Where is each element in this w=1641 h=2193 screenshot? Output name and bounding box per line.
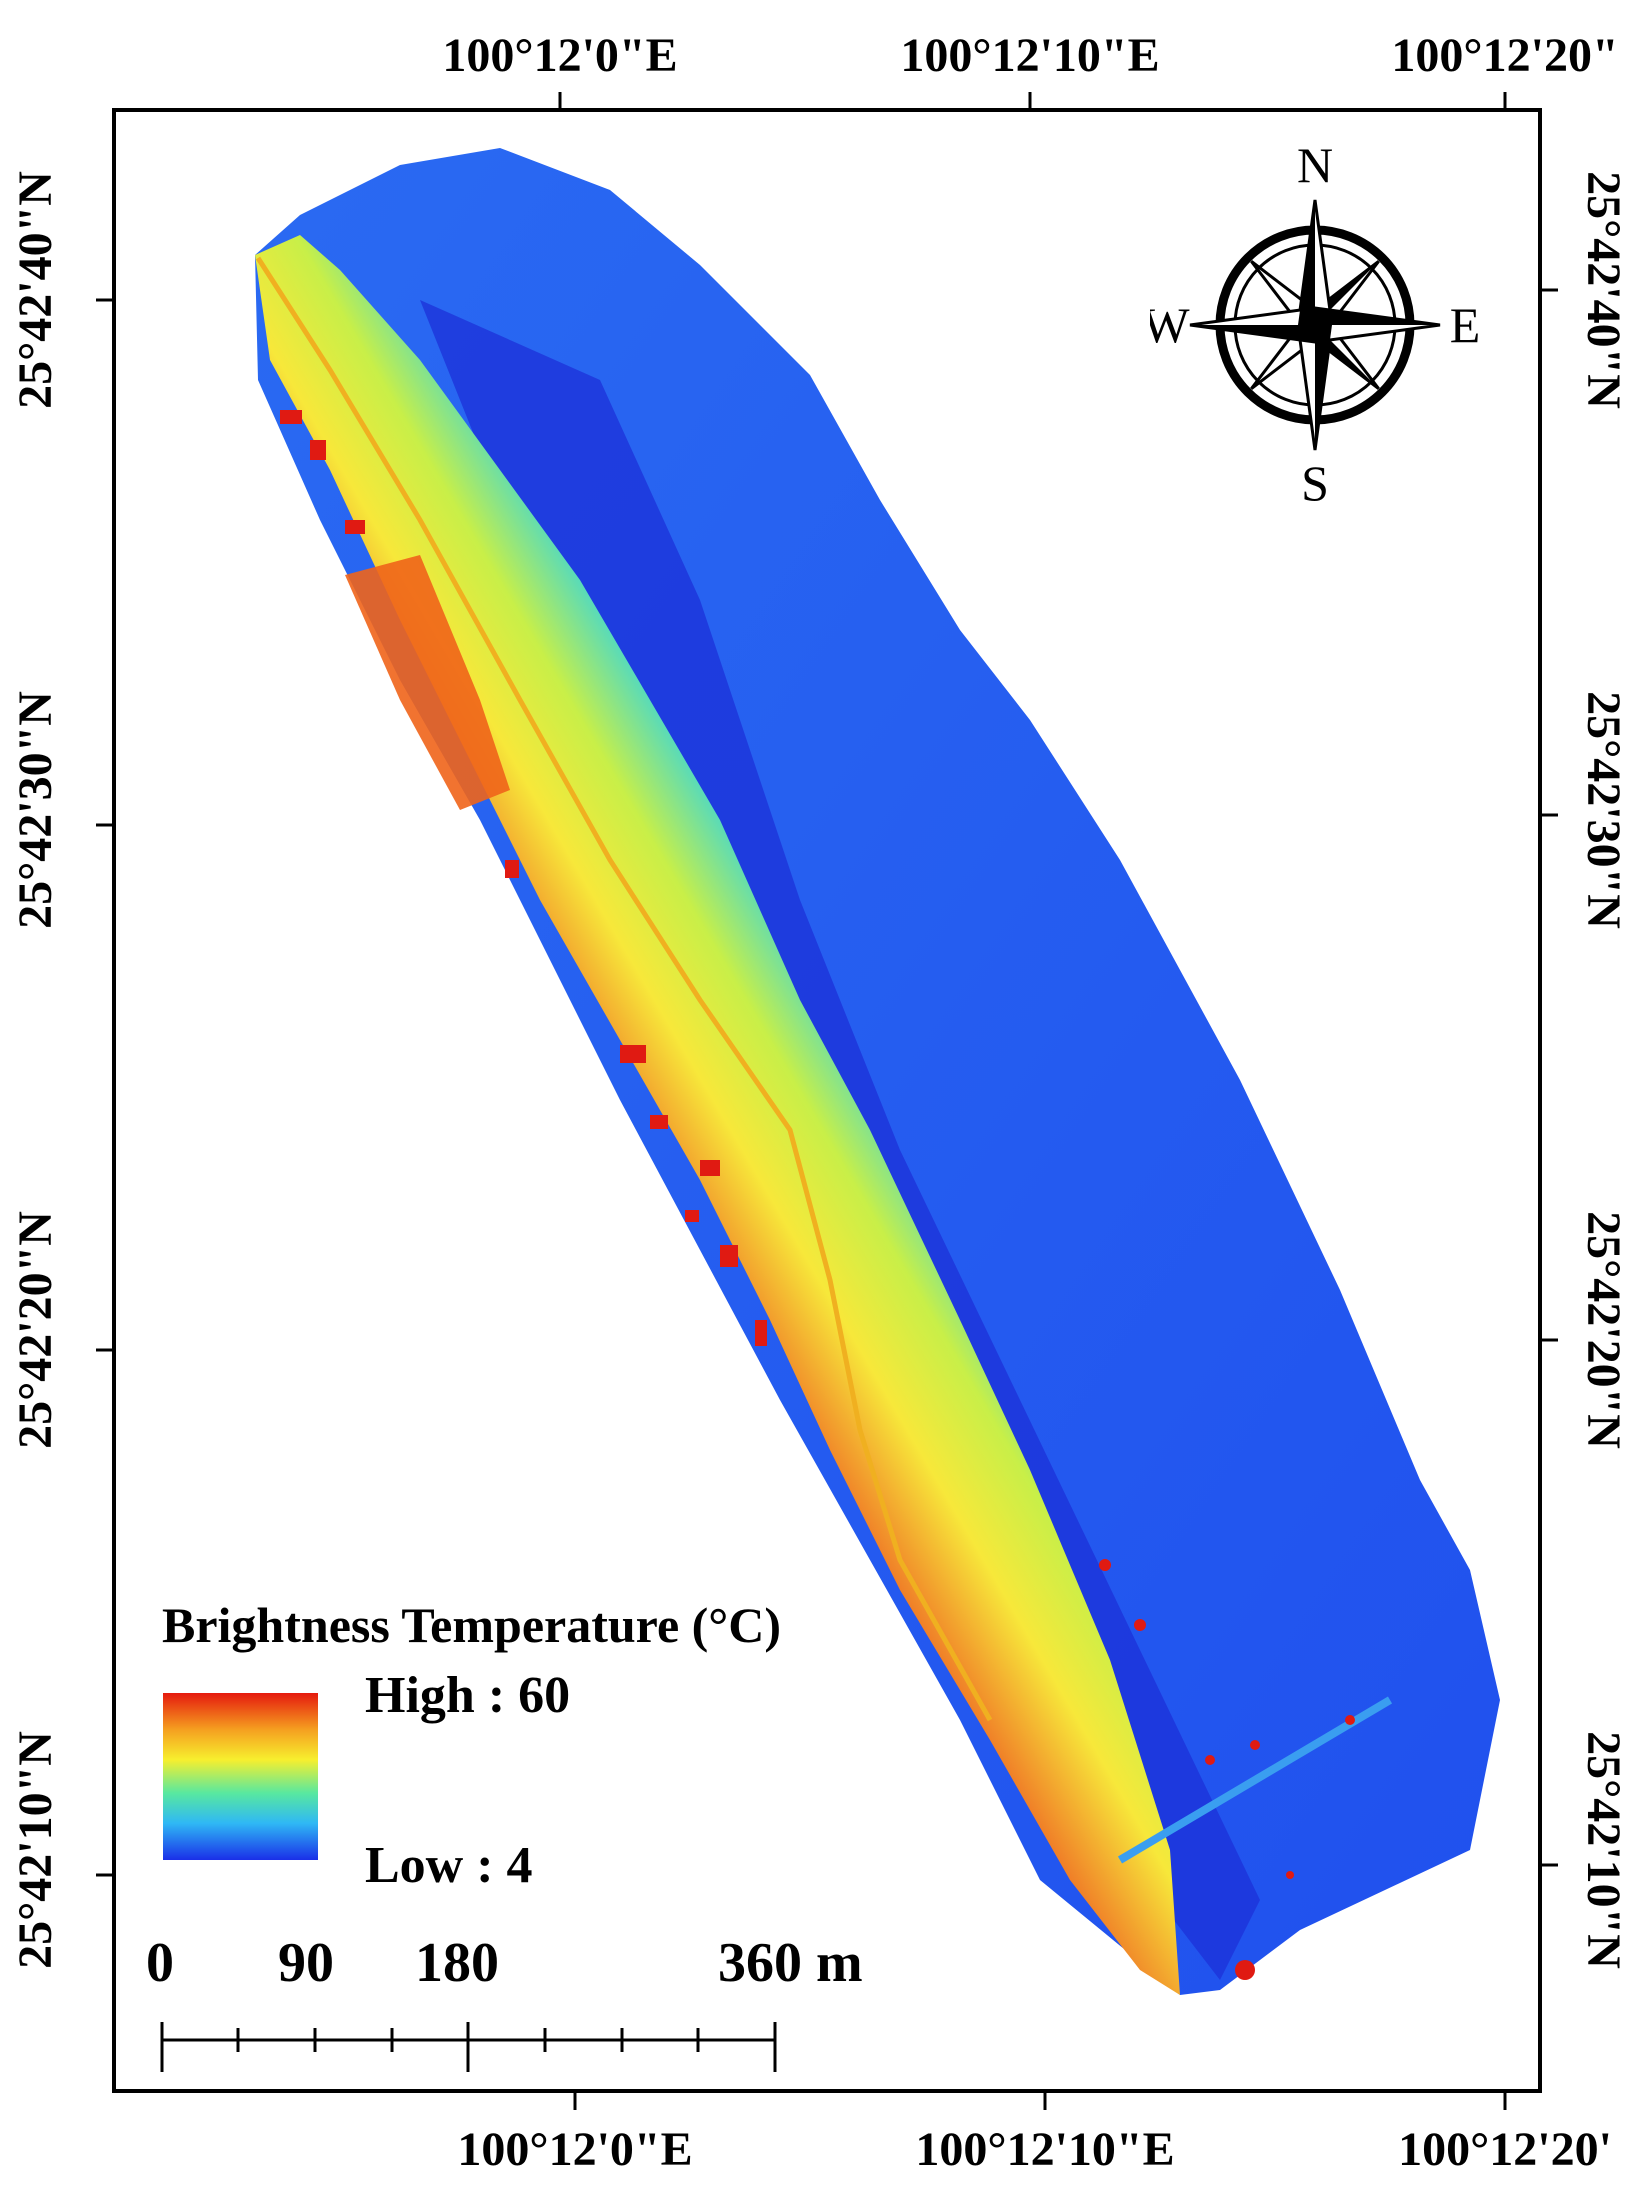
farmland-hot-zone [345,555,510,810]
legend-high-label: High : 60 [365,1667,571,1724]
legend-low-label: Low : 4 [365,1837,533,1894]
top-lon-label-2: 100°12'10"E [900,29,1160,82]
bottom-lon-label-1: 100°12'0"E [457,2123,693,2176]
scale-label-360: 360 m [718,1932,863,1994]
top-lon-label-3: 100°12'20" [1391,29,1619,82]
legend-color-ramp [163,1693,318,1860]
compass-west: W [1150,297,1190,353]
road-line [255,256,993,1722]
map-frame [112,108,1542,2093]
scale-label-90: 90 [278,1932,334,1994]
top-lon-label-1: 100°12'0"E [442,29,678,82]
building-hotspots [280,410,767,1346]
bottom-lon-label-3: 100°12'20' [1398,2123,1612,2176]
bottom-lon-label-2: 100°12'10"E [915,2123,1175,2176]
scale-label-0: 0 [146,1932,174,1994]
shoreline-land-strip [255,235,1180,1995]
pier [1117,1696,1393,1864]
pier-hotspots [1099,1559,1355,1980]
scale-label-180: 180 [415,1932,499,1994]
compass-rose-icon: N S E W [1150,140,1480,510]
compass-north: N [1297,140,1333,193]
compass-south: S [1301,455,1329,510]
scale-bar [160,2022,777,2072]
legend-title: Brightness Temperature (°C) [162,1597,782,1653]
compass-east: E [1450,297,1480,353]
